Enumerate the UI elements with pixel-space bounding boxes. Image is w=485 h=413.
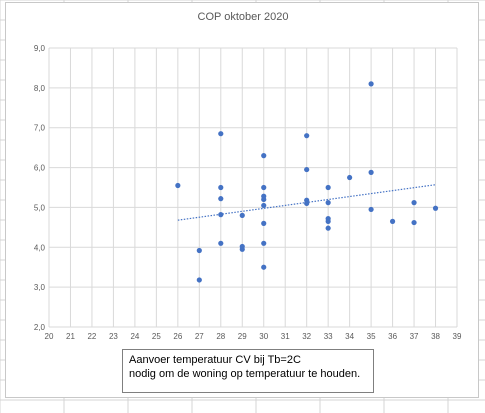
y-tick-label: 4,0 [34, 243, 46, 252]
data-point [304, 200, 310, 207]
data-point [261, 196, 267, 203]
data-point [261, 264, 267, 270]
x-tick-label: 37 [410, 332, 419, 341]
data-point [175, 182, 181, 189]
x-tick-label: 20 [45, 332, 54, 341]
x-tick-label: 31 [281, 332, 290, 341]
y-tick-label: 8,0 [34, 84, 46, 93]
scatter-plot: 20 21 22 23 24 25 26 27 28 29 30 31 32 33 34 35 36 37 38 39… [34, 44, 462, 341]
x-tick-label: 32 [302, 332, 311, 341]
x-tick-label: 27 [195, 332, 204, 341]
data-point [218, 196, 224, 202]
x-tick-label: 36 [388, 332, 397, 341]
x-tick-label: 24 [130, 332, 139, 341]
chart-title: COP oktober 2020 [197, 11, 289, 23]
data-point [304, 166, 310, 173]
annotation-textbox[interactable]: Aanvoer temperatuur CV bij Tb=2C nodig o… [122, 349, 374, 393]
data-point [347, 174, 353, 181]
data-point [218, 212, 224, 218]
x-tick-label: 23 [109, 332, 118, 341]
x-tick-label: 21 [66, 332, 75, 341]
x-tick-label: 34 [345, 332, 354, 341]
data-point [368, 206, 374, 213]
data-point [325, 200, 331, 206]
y-tick-label: 2,0 [34, 323, 46, 332]
data-point [389, 218, 396, 224]
x-tick-label: 29 [238, 332, 247, 341]
data-point [325, 218, 331, 224]
data-point [196, 277, 202, 283]
y-tick-label: 5,0 [34, 203, 46, 212]
y-tick-label: 3,0 [34, 283, 46, 292]
data-point [325, 225, 331, 231]
data-point [432, 205, 439, 211]
chart-area[interactable]: 20 21 22 23 24 25 26 27 28 29 30 31 32 33 34 35 36 37 38 39… [5, 2, 479, 398]
data-point [368, 81, 374, 87]
annotation-line-2: nodig om de woning op temperatuur te hou… [129, 368, 361, 380]
data-point [218, 240, 224, 246]
x-tick-label: 35 [367, 332, 376, 341]
data-point [218, 184, 224, 191]
data-point [368, 169, 374, 175]
x-tick-label: 38 [431, 332, 440, 341]
data-point [239, 212, 245, 218]
data-point [325, 184, 331, 191]
data-point [304, 133, 310, 139]
annotation-line-1: Aanvoer temperatuur CV bij Tb=2C [129, 354, 301, 366]
x-tick-label: 33 [324, 332, 333, 341]
x-tick-label: 39 [453, 332, 462, 341]
data-point [411, 200, 417, 206]
y-tick-label: 6,0 [34, 164, 46, 173]
x-tick-label: 28 [216, 332, 225, 341]
data-point [261, 240, 267, 246]
y-tick-label: 9,0 [34, 44, 46, 53]
data-point [239, 246, 245, 252]
y-tick-label: 7,0 [34, 124, 46, 133]
data-point [261, 184, 267, 191]
x-tick-label: 25 [152, 332, 161, 341]
data-point [261, 202, 267, 209]
x-tick-label: 26 [173, 332, 182, 341]
data-point [261, 220, 267, 226]
x-tick-label: 30 [259, 332, 268, 341]
data-point [218, 131, 224, 137]
data-point [196, 247, 202, 254]
data-point [411, 219, 417, 226]
x-tick-label: 22 [87, 332, 96, 341]
data-point [261, 153, 267, 159]
